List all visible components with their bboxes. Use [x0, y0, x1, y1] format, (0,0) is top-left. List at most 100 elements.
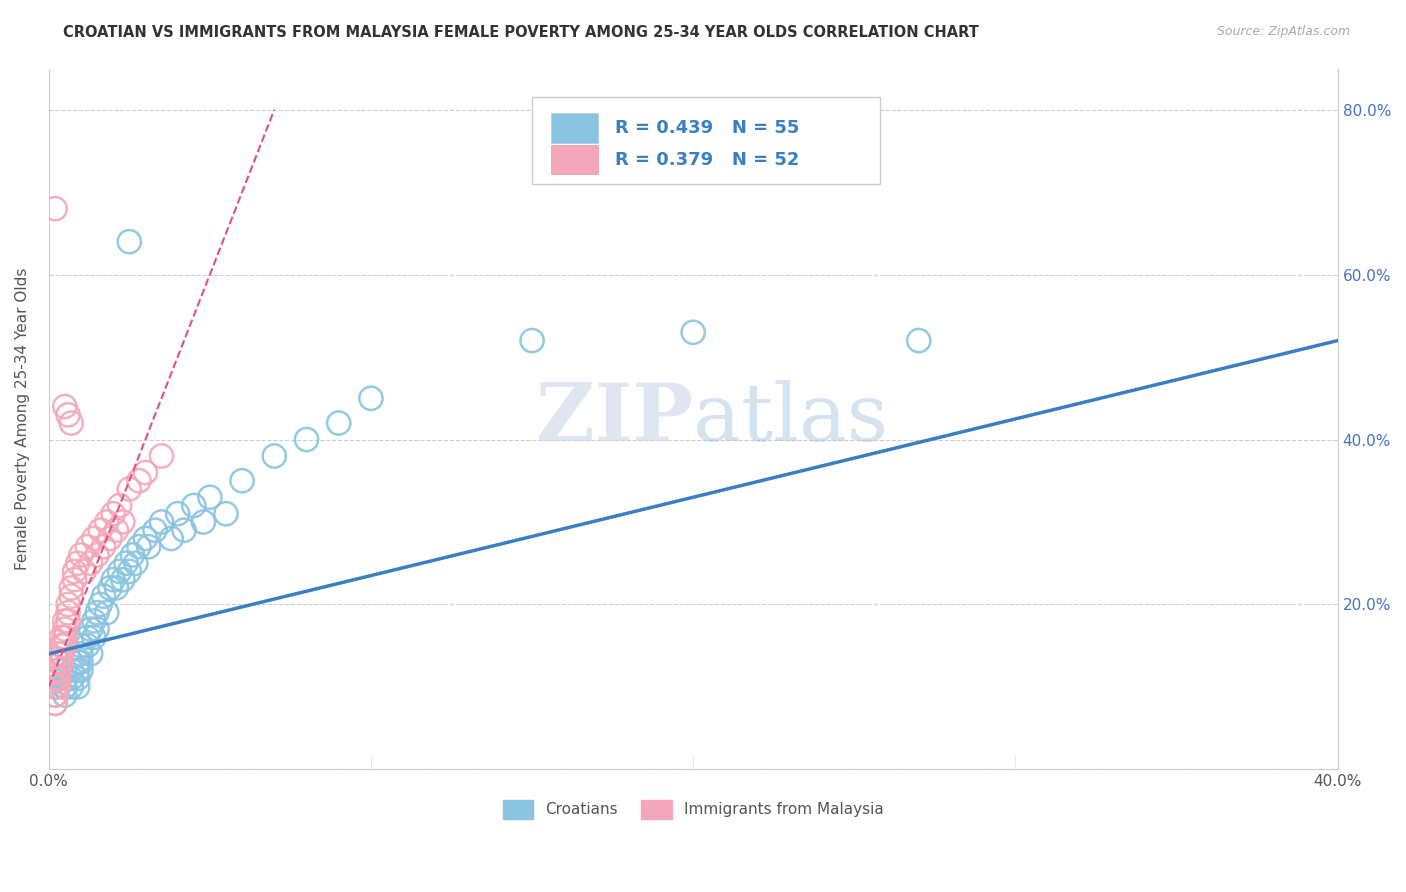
Point — [143, 523, 166, 537]
Point — [66, 680, 89, 694]
Point — [66, 672, 89, 686]
Point — [134, 466, 156, 480]
Point — [51, 639, 73, 653]
Point — [295, 433, 318, 447]
Point — [79, 622, 101, 636]
Point — [98, 581, 121, 595]
Point — [73, 565, 96, 579]
Point — [166, 507, 188, 521]
Point — [44, 202, 66, 216]
Point — [53, 631, 76, 645]
Point — [520, 334, 543, 348]
Point — [60, 581, 83, 595]
FancyBboxPatch shape — [551, 113, 598, 143]
Point — [263, 449, 285, 463]
Point — [111, 573, 134, 587]
Point — [138, 540, 160, 554]
Point — [76, 631, 98, 645]
Point — [105, 523, 128, 537]
Point — [60, 680, 83, 694]
Point — [66, 664, 89, 678]
Y-axis label: Female Poverty Among 25-34 Year Olds: Female Poverty Among 25-34 Year Olds — [15, 268, 30, 570]
Point — [44, 680, 66, 694]
Point — [83, 614, 105, 628]
Point — [76, 639, 98, 653]
Point — [105, 581, 128, 595]
FancyBboxPatch shape — [551, 145, 598, 174]
Point — [86, 548, 108, 562]
Point — [60, 416, 83, 430]
Point — [44, 688, 66, 702]
Text: ZIP: ZIP — [536, 380, 693, 458]
Point — [682, 326, 704, 340]
Text: Source: ZipAtlas.com: Source: ZipAtlas.com — [1216, 25, 1350, 38]
Point — [66, 655, 89, 669]
Point — [51, 647, 73, 661]
Point — [96, 515, 118, 529]
Point — [60, 672, 83, 686]
Point — [56, 614, 79, 628]
Text: atlas: atlas — [693, 380, 889, 458]
Point — [66, 556, 89, 570]
Point — [79, 647, 101, 661]
Point — [51, 631, 73, 645]
Point — [215, 507, 238, 521]
Point — [111, 515, 134, 529]
Point — [125, 556, 148, 570]
Point — [53, 680, 76, 694]
Point — [160, 532, 183, 546]
Point — [60, 589, 83, 603]
Point — [53, 639, 76, 653]
Point — [118, 482, 141, 496]
Point — [907, 334, 929, 348]
Point — [118, 235, 141, 249]
Point — [48, 655, 70, 669]
Point — [44, 680, 66, 694]
Point — [121, 548, 143, 562]
Point — [150, 515, 173, 529]
Point — [53, 680, 76, 694]
Point — [70, 639, 93, 653]
Point — [86, 622, 108, 636]
Point — [48, 672, 70, 686]
Text: R = 0.439   N = 55: R = 0.439 N = 55 — [614, 120, 799, 137]
Point — [83, 631, 105, 645]
Point — [193, 515, 215, 529]
Point — [70, 647, 93, 661]
Point — [70, 655, 93, 669]
Point — [53, 631, 76, 645]
Point — [93, 589, 115, 603]
Point — [51, 639, 73, 653]
Point — [56, 408, 79, 422]
Point — [48, 680, 70, 694]
Point — [60, 664, 83, 678]
Point — [53, 400, 76, 414]
Point — [70, 548, 93, 562]
Point — [89, 598, 111, 612]
Point — [96, 606, 118, 620]
Point — [115, 556, 138, 570]
Point — [98, 532, 121, 546]
Point — [108, 499, 131, 513]
Point — [53, 664, 76, 678]
Point — [48, 672, 70, 686]
Point — [89, 523, 111, 537]
Point — [183, 499, 205, 513]
Point — [56, 598, 79, 612]
Text: R = 0.379   N = 52: R = 0.379 N = 52 — [614, 151, 799, 169]
Point — [128, 474, 150, 488]
Point — [173, 523, 195, 537]
Point — [231, 474, 253, 488]
Point — [79, 556, 101, 570]
Point — [44, 688, 66, 702]
Point — [51, 655, 73, 669]
Point — [70, 664, 93, 678]
Point — [108, 565, 131, 579]
Point — [328, 416, 350, 430]
Point — [103, 507, 125, 521]
Point — [56, 606, 79, 620]
Point — [63, 573, 86, 587]
Point — [48, 647, 70, 661]
Point — [44, 697, 66, 711]
Point — [44, 672, 66, 686]
